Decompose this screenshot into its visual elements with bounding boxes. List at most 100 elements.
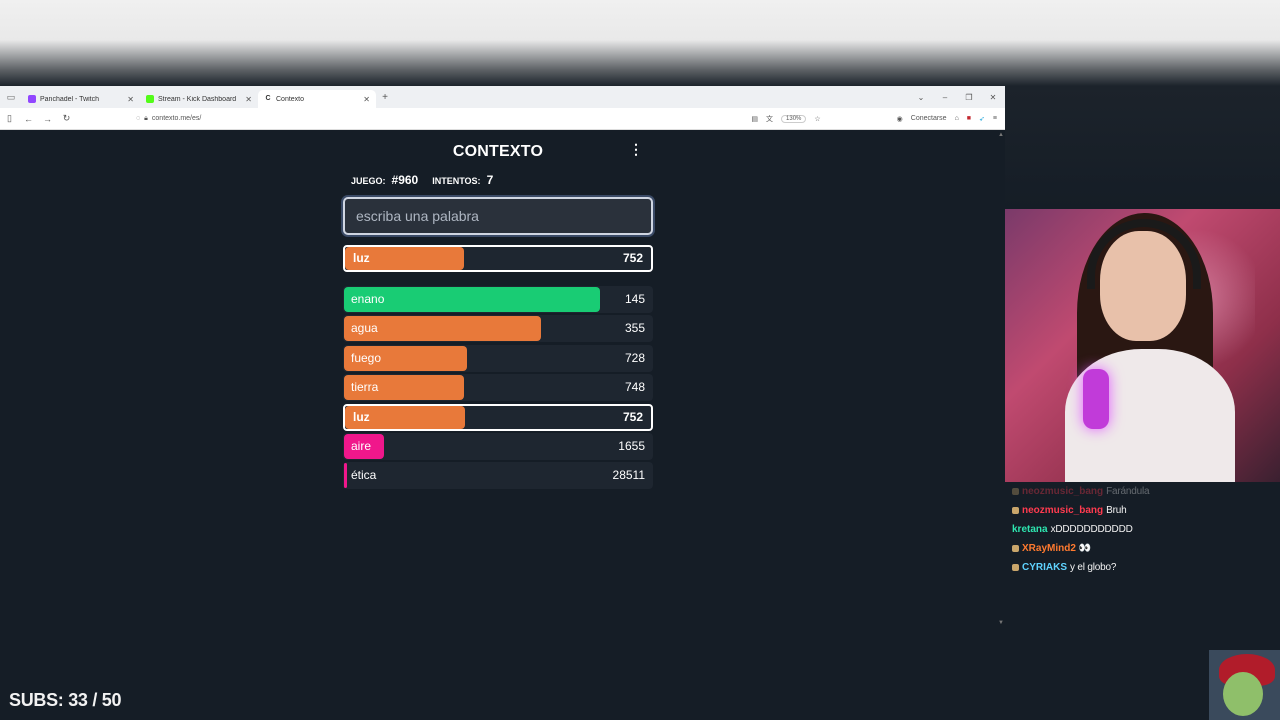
- guess-row: luz 752: [343, 403, 653, 431]
- chat-username: neozmusic_bang: [1022, 505, 1104, 516]
- guess-word: agua: [351, 321, 378, 336]
- chat-username: CYRIAKS: [1022, 562, 1068, 573]
- profile-icon[interactable]: ◉: [896, 115, 903, 123]
- intentos-label: INTENTOS:: [432, 176, 481, 186]
- guess-bar: [344, 345, 468, 371]
- translate-icon[interactable]: 文: [766, 115, 774, 123]
- stream-side-panel: [1005, 86, 1280, 210]
- microphone-icon: [1083, 369, 1109, 429]
- chat-message: neozmusic_bang Farándula: [1012, 482, 1272, 501]
- minimize-button[interactable]: –: [942, 92, 948, 102]
- scroll-down-icon[interactable]: ▼: [998, 620, 1004, 626]
- subs-goal: SUBS: 33 / 50: [9, 690, 122, 710]
- chat-text: xDDDDDDDDDDD: [1050, 524, 1133, 535]
- menu-icon[interactable]: ≡: [992, 115, 997, 122]
- scroll-up-icon[interactable]: ▲: [998, 132, 1004, 138]
- chat-username: kretana: [1012, 524, 1048, 535]
- chat-message: kretana xDDDDDDDDDDD: [1012, 520, 1272, 539]
- webcam-feed: [1005, 209, 1280, 482]
- guess-word: luz: [353, 409, 370, 424]
- forward-icon[interactable]: →: [43, 113, 52, 124]
- guess-rank: 1655: [618, 438, 645, 453]
- guess-bar: [344, 463, 348, 489]
- game-info: JUEGO: #960 INTENTOS: 7: [343, 173, 653, 193]
- url-field[interactable]: ◌ 🔒︎ contexto.me/es/: [136, 115, 201, 123]
- guess-bar: [344, 375, 465, 401]
- twitch-favicon-icon: [28, 95, 36, 103]
- guess-bar: [344, 316, 542, 342]
- close-window-button[interactable]: ✕: [989, 92, 997, 102]
- guess-rank: 145: [624, 292, 645, 306]
- chat-text: 👀: [1078, 543, 1092, 554]
- guess-rank: 752: [622, 409, 643, 424]
- chat-username: neozmusic_bang: [1022, 486, 1104, 497]
- address-bar: ▯ ← → ↻ ◌ 🔒︎ contexto.me/es/ ▤ 文 130% ☆ …: [0, 108, 1005, 130]
- address-actions: ▤ 文 130% ☆ ◉ Conectarse ⌂ ■ ➶ ≡: [751, 114, 1005, 124]
- chat-message: XRayMind2 👀: [1012, 539, 1272, 558]
- reload-icon[interactable]: ↻: [62, 113, 71, 123]
- guess-row: tierra 748: [343, 374, 653, 402]
- word-input[interactable]: escriba una palabra: [343, 197, 653, 235]
- new-tab-button[interactable]: +: [382, 91, 388, 103]
- tab-list-icon[interactable]: ▭: [6, 91, 16, 102]
- game-header: CONTEXTO ⋮: [343, 129, 653, 173]
- guess-word: ética: [351, 468, 377, 483]
- last-guess-word: luz: [353, 251, 370, 265]
- contexto-game: CONTEXTO ⋮ JUEGO: #960 INTENTOS: 7 escri…: [343, 129, 653, 492]
- chat-text: y el globo?: [1070, 562, 1117, 573]
- tab-label: Panchadel - Twitch: [40, 95, 100, 103]
- chat-badge-icon: [1012, 507, 1019, 514]
- juego-label: JUEGO:: [351, 176, 386, 186]
- star-icon[interactable]: ☆: [814, 115, 821, 123]
- window-controls: ⌄ – ❐ ✕: [909, 93, 1005, 102]
- guess-word: aire: [351, 438, 372, 453]
- zoom-level[interactable]: 130%: [781, 114, 807, 123]
- tab-bar: ▭ Panchadel - Twitch ✕ Stream - Kick Das…: [0, 86, 1005, 108]
- close-tab-icon[interactable]: ✕: [363, 94, 370, 104]
- guess-rank: 728: [624, 350, 645, 365]
- tab-twitch[interactable]: Panchadel - Twitch ✕: [22, 90, 140, 108]
- chat-message: CYRIAKS y el globo?: [1012, 558, 1272, 577]
- guess-rank: 355: [624, 321, 645, 336]
- site-info-icon[interactable]: ◌: [136, 115, 141, 122]
- guess-row: agua 355: [343, 315, 653, 343]
- sidebar-icon[interactable]: ▯: [7, 113, 12, 123]
- chat-text: Farándula: [1106, 486, 1150, 497]
- guess-list: enano 145 agua 355 fuego 728 tierra 748 luz 752 ai…: [343, 286, 653, 490]
- restore-button[interactable]: ❐: [965, 92, 973, 102]
- kebab-menu-icon[interactable]: ⋮: [629, 141, 643, 157]
- chevron-down-icon[interactable]: ⌄: [917, 92, 925, 102]
- juego-value: #960: [391, 173, 419, 187]
- extension-blue-icon[interactable]: ➶: [979, 115, 985, 123]
- chat-badge-icon: [1012, 488, 1019, 495]
- chat-overlay: neozmusic_bang Farándula neozmusic_bang Bru…: [1012, 482, 1272, 577]
- back-icon[interactable]: ←: [24, 113, 33, 124]
- tab-kick[interactable]: Stream - Kick Dashboard ✕: [140, 90, 258, 108]
- close-tab-icon[interactable]: ✕: [127, 94, 134, 104]
- tab-label: Stream - Kick Dashboard: [158, 95, 237, 103]
- zombie-face: [1223, 672, 1263, 716]
- guess-bar: [344, 287, 600, 312]
- last-guess-rank: 752: [622, 251, 643, 265]
- connect-label[interactable]: Conectarse: [910, 115, 947, 122]
- close-tab-icon[interactable]: ✕: [245, 94, 252, 104]
- contexto-favicon-icon: C: [264, 95, 272, 103]
- chat-badge-icon: [1012, 545, 1019, 552]
- reader-view-icon[interactable]: ▤: [751, 115, 759, 123]
- extension-red-icon[interactable]: ■: [966, 115, 972, 122]
- last-guess-row: luz 752: [343, 245, 653, 272]
- url-text: contexto.me/es/: [151, 115, 202, 122]
- lock-icon: 🔒︎: [144, 114, 148, 122]
- chat-message: neozmusic_bang Bruh: [1012, 501, 1272, 520]
- guess-bar: [345, 405, 466, 429]
- guess-bar: [344, 433, 385, 459]
- guess-rank: 28511: [612, 468, 645, 483]
- guess-row: fuego 728: [343, 344, 653, 372]
- browser-window: ▭ Panchadel - Twitch ✕ Stream - Kick Das…: [0, 86, 1005, 720]
- last-guess-bar: [345, 247, 465, 270]
- extensions-icon[interactable]: ⌂: [954, 115, 959, 122]
- stream-top-blur: [0, 0, 1280, 86]
- tab-contexto[interactable]: C Contexto ✕: [258, 90, 376, 108]
- kick-favicon-icon: [146, 95, 154, 103]
- game-title: CONTEXTO: [452, 143, 544, 160]
